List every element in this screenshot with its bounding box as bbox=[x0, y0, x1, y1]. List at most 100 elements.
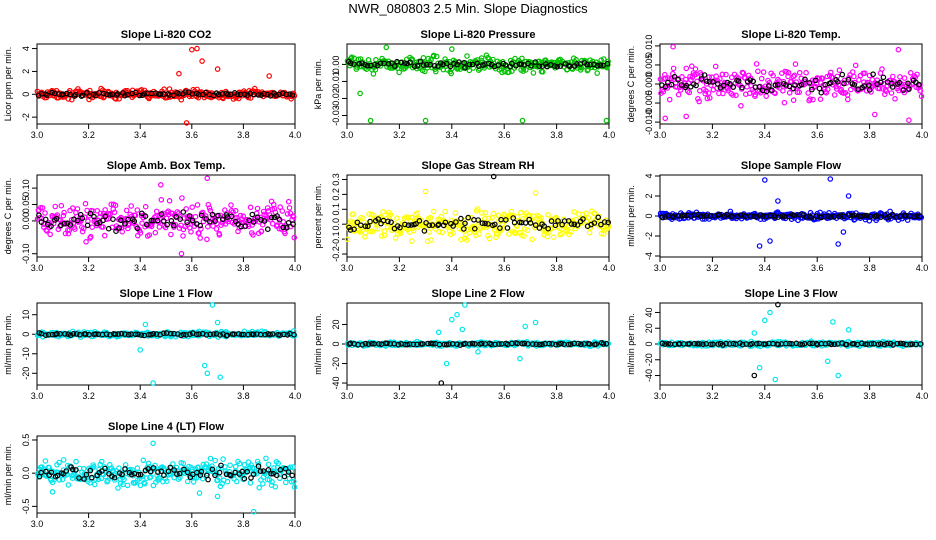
data-point bbox=[522, 323, 529, 330]
data-point bbox=[227, 462, 233, 469]
data-point bbox=[113, 228, 119, 235]
data-point bbox=[205, 476, 211, 483]
data-point bbox=[166, 198, 173, 204]
data-point bbox=[210, 223, 216, 229]
panel-title: Slope Line 2 Flow bbox=[432, 288, 525, 300]
data-point bbox=[178, 250, 185, 257]
data-point bbox=[594, 70, 601, 76]
data-point bbox=[257, 214, 264, 221]
data-point bbox=[164, 221, 171, 228]
x-tick-label: 3.4 bbox=[446, 263, 459, 273]
data-point bbox=[414, 63, 421, 69]
data-point bbox=[134, 225, 141, 232]
data-point bbox=[435, 63, 441, 69]
data-point bbox=[280, 224, 287, 231]
data-point bbox=[357, 229, 364, 236]
data-point bbox=[810, 96, 816, 103]
data-point bbox=[597, 62, 604, 68]
series-colored bbox=[344, 302, 612, 367]
x-tick-label: 3.6 bbox=[811, 130, 824, 140]
y-tick-label: 0.0 bbox=[331, 218, 341, 231]
data-point bbox=[67, 91, 73, 98]
x-tick-label: 3.6 bbox=[498, 263, 511, 273]
data-point bbox=[282, 230, 288, 237]
data-point bbox=[603, 117, 610, 124]
data-point bbox=[710, 79, 716, 85]
data-point bbox=[522, 67, 529, 73]
data-point bbox=[470, 65, 477, 71]
data-point bbox=[142, 321, 149, 328]
data-point bbox=[232, 207, 239, 214]
x-tick-label: 3.8 bbox=[237, 263, 250, 273]
data-point bbox=[793, 79, 800, 85]
data-point bbox=[82, 200, 89, 207]
data-point bbox=[796, 69, 803, 76]
y-tick-label: 20 bbox=[331, 319, 341, 329]
data-point bbox=[518, 209, 524, 216]
data-point bbox=[48, 223, 54, 230]
data-point bbox=[37, 205, 44, 211]
x-tick-label: 3.2 bbox=[393, 130, 406, 140]
data-point bbox=[351, 61, 357, 67]
data-point bbox=[92, 481, 98, 488]
data-point bbox=[803, 69, 809, 76]
data-point bbox=[212, 457, 219, 464]
data-point bbox=[119, 228, 126, 235]
y-tick-label: 0.010 bbox=[644, 35, 654, 58]
y-tick-label: 0 bbox=[644, 341, 654, 346]
panel-title: Slope Li-820 CO2 bbox=[121, 29, 211, 41]
data-point bbox=[214, 319, 221, 326]
x-tick-label: 3.8 bbox=[550, 391, 563, 401]
data-point bbox=[528, 63, 534, 69]
data-point bbox=[142, 203, 149, 210]
panel-6: Slope Sample Flow ml/min per min. 3.0 3.2 3.… bbox=[626, 160, 928, 273]
panel-9: Slope Line 3 Flow ml/min per min. 3.0 3.2 3.… bbox=[626, 288, 928, 401]
data-point bbox=[839, 71, 846, 78]
data-point bbox=[72, 226, 78, 232]
data-point bbox=[466, 67, 473, 74]
data-point bbox=[906, 86, 912, 92]
data-point bbox=[693, 82, 699, 89]
data-point bbox=[242, 223, 249, 229]
data-point bbox=[136, 92, 143, 99]
data-point bbox=[508, 68, 515, 75]
data-point bbox=[250, 219, 257, 225]
data-point bbox=[683, 65, 690, 72]
data-point bbox=[401, 60, 408, 66]
panel-title: Slope Sample Flow bbox=[741, 160, 842, 172]
data-point bbox=[831, 92, 838, 98]
data-point bbox=[845, 326, 852, 333]
data-point bbox=[430, 208, 437, 215]
data-point bbox=[156, 224, 163, 230]
data-point bbox=[111, 209, 118, 216]
data-point bbox=[439, 229, 446, 236]
data-point bbox=[518, 61, 525, 67]
data-point bbox=[877, 79, 884, 86]
data-point bbox=[856, 77, 862, 83]
y-tick-label: -0.03 bbox=[331, 105, 341, 126]
data-point bbox=[443, 360, 450, 367]
data-point bbox=[727, 83, 733, 89]
data-point bbox=[447, 63, 454, 70]
data-point bbox=[263, 455, 269, 462]
data-point bbox=[852, 62, 859, 69]
data-point bbox=[918, 93, 925, 100]
data-point bbox=[381, 232, 388, 239]
data-point bbox=[417, 58, 424, 65]
data-point bbox=[662, 115, 669, 122]
data-point bbox=[901, 75, 908, 81]
x-tick-label: 3.8 bbox=[550, 263, 563, 273]
data-point bbox=[781, 99, 788, 106]
data-point bbox=[215, 91, 222, 98]
data-point bbox=[228, 213, 235, 220]
data-point bbox=[550, 234, 557, 241]
x-tick-label: 4.0 bbox=[603, 130, 616, 140]
data-point bbox=[207, 207, 214, 214]
data-point bbox=[557, 63, 564, 69]
data-point bbox=[256, 484, 263, 491]
data-point bbox=[125, 225, 131, 232]
data-point bbox=[703, 78, 710, 85]
series-colored bbox=[344, 188, 612, 245]
data-point bbox=[89, 224, 96, 231]
plot-frame bbox=[346, 174, 610, 258]
